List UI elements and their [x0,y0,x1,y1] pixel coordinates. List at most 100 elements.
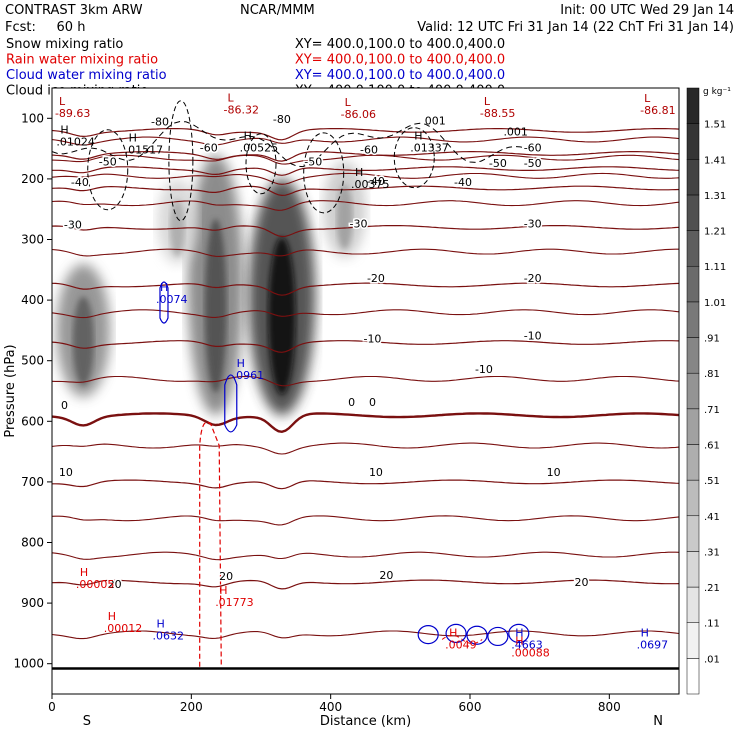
x-tick-label: 600 [459,700,482,714]
extremum-value: .0697 [637,638,669,651]
extremum-value: -86.32 [224,103,259,116]
colorbar-tick-label: 1.21 [704,227,726,238]
x-tick-label: 800 [598,700,621,714]
isotherm-line [52,128,679,141]
extremum-value: .01337 [410,142,449,155]
isotherm-label: 20 [219,570,233,583]
colorbar-swatch [686,408,700,445]
isotherm-label: 10 [369,466,383,479]
extremum-code: H [244,130,252,143]
colorbar-swatch [686,551,700,588]
colorbar-tick-label: 1.31 [704,191,726,202]
colorbar-swatch [686,586,700,623]
extremum-code: L [59,95,66,108]
y-tick-label: 700 [21,475,44,489]
isotherm-label: 0 [348,396,355,409]
isotherm-label: -50 [304,156,322,169]
isotherm-label: 10 [547,466,561,479]
isotherm-line [52,340,679,353]
snow-shading [56,154,366,416]
contour-value: 001 [425,114,446,127]
colorbar-tick-label: .41 [704,512,720,523]
colorbar-tick-label: 1.11 [704,262,726,273]
colorbar-tick-label: .91 [704,334,720,345]
extremum-value: .00088 [511,646,550,659]
x-end-label-right: N [653,714,663,729]
extremum-code: H [129,131,137,144]
colorbar-swatch [686,265,700,303]
colorbar: .01 .11 .21 .31 .41 .51 .61 .71 .81 .91 1.01 1.11 1.… [686,87,731,695]
ice-contour [393,127,435,189]
isotherm-label: 20 [379,569,393,582]
plot-frame [51,87,680,695]
extremum-value: .0049 [445,638,477,651]
isotherm-line [52,479,679,490]
y-tick-label: 500 [21,354,44,368]
extremum-value: -89.63 [55,107,90,120]
forecast-hour: Fcst: 60 h [5,20,85,35]
model-title: CONTRAST 3km ARW [5,3,143,18]
colorbar-swatch [686,230,700,267]
cloud-contours [159,281,530,647]
extremum-value: .01517 [125,143,164,156]
extremum-code: H [160,281,168,294]
colorbar-unit: g kg⁻¹ [703,87,731,97]
ice-contours [52,100,537,222]
extremum-code: H [355,166,363,179]
isotherm-label: -10 [363,333,381,346]
isotherm-label: -80 [151,116,169,129]
field-xy: XY= 400.0,100.0 to 400.0,400.0 [295,68,505,83]
extremum-code: H [237,357,245,370]
header: CONTRAST 3km ARW NCAR/MMM Init: 00 UTC W… [5,3,734,35]
cloud-water-contour [445,623,467,644]
extremum-value: .01024 [56,136,95,149]
colorbar-swatch [686,658,700,695]
colorbar-swatch [686,301,700,338]
colorbar-swatch [686,444,700,481]
isotherm-line [52,412,679,434]
field-label: Cloud water mixing ratio [6,68,167,83]
isotherm-line [52,172,679,185]
y-tick-label: 600 [21,414,44,428]
isotherm-line [52,442,679,455]
extremum-code: H [449,626,457,639]
isotherm-label: -30 [524,217,542,230]
rain-contour [441,634,483,644]
field-xy: XY= 400.0,100.0 to 400.0,400.0 [295,53,505,68]
isotherm-label: -50 [524,157,542,170]
isotherm-label: -50 [489,157,507,170]
isotherm-line [52,166,679,176]
snow-core [204,218,227,393]
valid-time: Valid: 12 UTC Fri 31 Jan 14 (22 ChT Fri … [417,20,734,35]
extremum-code: H [641,626,649,639]
x-tick-label: 400 [319,700,342,714]
isotherm-label: -20 [367,272,385,285]
extremum-value: .4663 [511,638,543,651]
extremum-value: .00525 [240,142,278,155]
contour-labels: -80 -80 -60 -60 -60 -50 -50 -50 -50 -40 -40 -40 -30 -… [55,91,676,659]
extremum-code: H [157,617,165,630]
isotherm-label: 20 [108,578,122,591]
isotherm-label: -60 [200,142,218,155]
ice-contour [52,120,537,168]
extremum-code: H [219,584,227,597]
colorbar-tick-label: .01 [704,654,720,665]
isotherm-line [52,185,679,197]
y-tick-label: 400 [21,293,44,307]
isotherm-label: 10 [59,466,73,479]
ice-contour [87,129,129,211]
isotherm-label: -40 [71,176,89,189]
isotherm-line [52,551,679,561]
org-title: NCAR/MMM [240,3,315,18]
colorbar-swatch [686,159,700,196]
snow-core [72,296,94,386]
isotherms [52,128,679,640]
extremum-value: .0961 [233,369,265,382]
extremum-value: .00012 [104,622,143,635]
isotherm-label: 20 [574,576,588,589]
colorbar-tick-label: .11 [704,619,720,630]
extremum-value: .0632 [153,629,185,642]
isotherm-label: -10 [524,329,542,342]
isotherm-label: -80 [273,113,291,126]
